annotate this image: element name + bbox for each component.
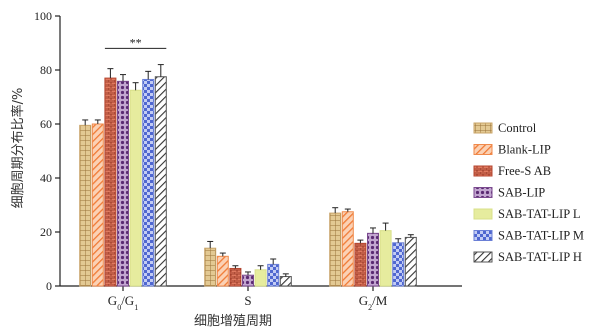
legend-swatch-4 (473, 208, 493, 220)
bar-0-5 (142, 78, 155, 287)
y-tick-label-100: 100 (34, 9, 52, 23)
bar-1-4 (254, 269, 267, 287)
bar-1-2 (229, 267, 242, 287)
bar-2-0 (329, 212, 342, 287)
legend-swatch-2 (473, 165, 493, 177)
y-axis: 0 20 40 60 80 100 (34, 9, 61, 293)
significance-label-0: ** (130, 35, 142, 49)
legend-label-5: SAB-TAT-LIP M (498, 229, 584, 243)
x-tick-label-1: S (244, 293, 251, 308)
x-tick-label-2: G2/M (359, 293, 388, 312)
bar-1-1 (216, 255, 229, 287)
bar-2-1 (341, 211, 354, 287)
legend-swatch-1 (473, 144, 493, 155)
bar-0-2 (104, 77, 117, 287)
legend-swatch-3 (473, 187, 493, 198)
legend-label-2: Free-S AB (498, 164, 551, 178)
bars (79, 64, 417, 287)
legend-label-1: Blank-LIP (498, 143, 551, 157)
legend-swatch-0 (473, 122, 493, 134)
legend-label-6: SAB-TAT-LIP H (498, 250, 582, 264)
y-tick-label-80: 80 (40, 63, 52, 77)
bar-2-5 (392, 242, 405, 287)
bar-0-0 (79, 124, 92, 287)
bar-2-3 (367, 232, 379, 287)
bar-1-5 (267, 263, 280, 287)
bar-0-3 (117, 80, 129, 287)
bar-2-4 (379, 230, 392, 287)
bar-0-6 (154, 76, 167, 287)
y-axis-title: 细胞周期分布比率/% (10, 88, 26, 209)
bar-0-1 (91, 123, 104, 287)
bar-1-6 (279, 276, 292, 287)
y-tick-label-40: 40 (40, 171, 52, 185)
legend-label-4: SAB-TAT-LIP L (498, 207, 580, 221)
bar-1-3 (242, 274, 254, 287)
y-tick-label-60: 60 (40, 117, 52, 131)
annotations: ** (104, 35, 167, 49)
x-axis: G0/G1 S G2/M (60, 285, 462, 312)
legend-label-0: Control (498, 121, 537, 135)
x-axis-title: 细胞增殖周期 (194, 313, 272, 329)
y-tick-label-0: 0 (46, 279, 52, 293)
legend-label-3: SAB-LIP (498, 186, 545, 200)
y-tick-label-20: 20 (40, 225, 52, 239)
bar-2-2 (354, 242, 367, 287)
legend-swatch-5 (473, 230, 493, 241)
x-tick-label-0: G0/G1 (108, 293, 138, 312)
legend: Control Blank-LIP Free-S AB SAB-LIP SAB-TAT-… (473, 121, 584, 264)
bar-2-6 (404, 236, 417, 287)
bar-1-0 (204, 247, 217, 287)
legend-swatch-6 (473, 251, 493, 263)
bar-0-4 (129, 89, 142, 287)
